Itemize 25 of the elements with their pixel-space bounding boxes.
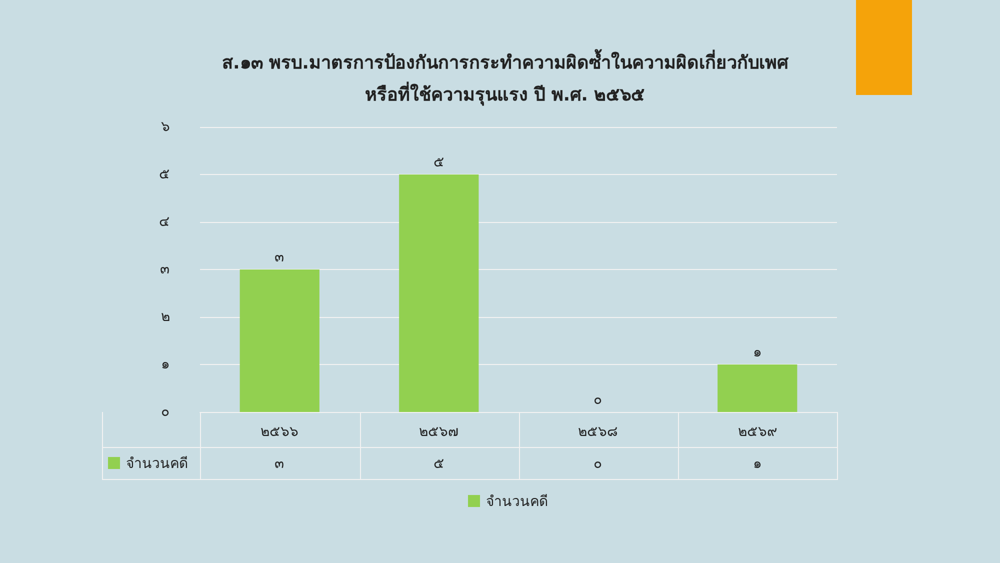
x-tick-label: ๒๕๖๖ [260, 424, 299, 440]
text: ๑ [752, 344, 762, 360]
y-tick-label: ๓ [160, 262, 170, 278]
data-label: ๑ [752, 455, 763, 474]
y-tick-label: ๑ [161, 356, 170, 372]
text: ๓ [274, 250, 285, 266]
data-label: ๕ [432, 455, 446, 474]
bar [399, 174, 479, 412]
y-tick-label: ๕ [159, 166, 170, 182]
y-tick-label: ๒ [161, 309, 170, 325]
text: ๐ [594, 392, 603, 408]
x-tick-label: ๒๕๖๙ [738, 424, 777, 440]
bar [240, 270, 320, 412]
data-label: ๐ [592, 455, 604, 474]
legend-label: จำนวนคดี [126, 455, 188, 474]
text: จำนวนคดี [486, 494, 548, 510]
text: ๕ [433, 154, 444, 170]
y-tick-label: ๖ [161, 119, 170, 135]
x-tick-label: ๒๕๖๗ [418, 424, 459, 440]
data-label: ๓ [274, 455, 286, 474]
y-tick-label: ๐ [161, 404, 170, 420]
x-tick-label: ๒๕๖๘ [578, 424, 618, 440]
y-tick-label: ๔ [159, 214, 170, 230]
bar [718, 364, 798, 412]
chart-title: ส.๑๓ พรบ.มาตรการป้องกันการกระทำความผิดซ้ำในความผิดเกี่ยวกับเพศ หรือที่ใช้ความรุนแรง ปี พ.ศ. ๒๕๖๕ [222, 48, 789, 106]
